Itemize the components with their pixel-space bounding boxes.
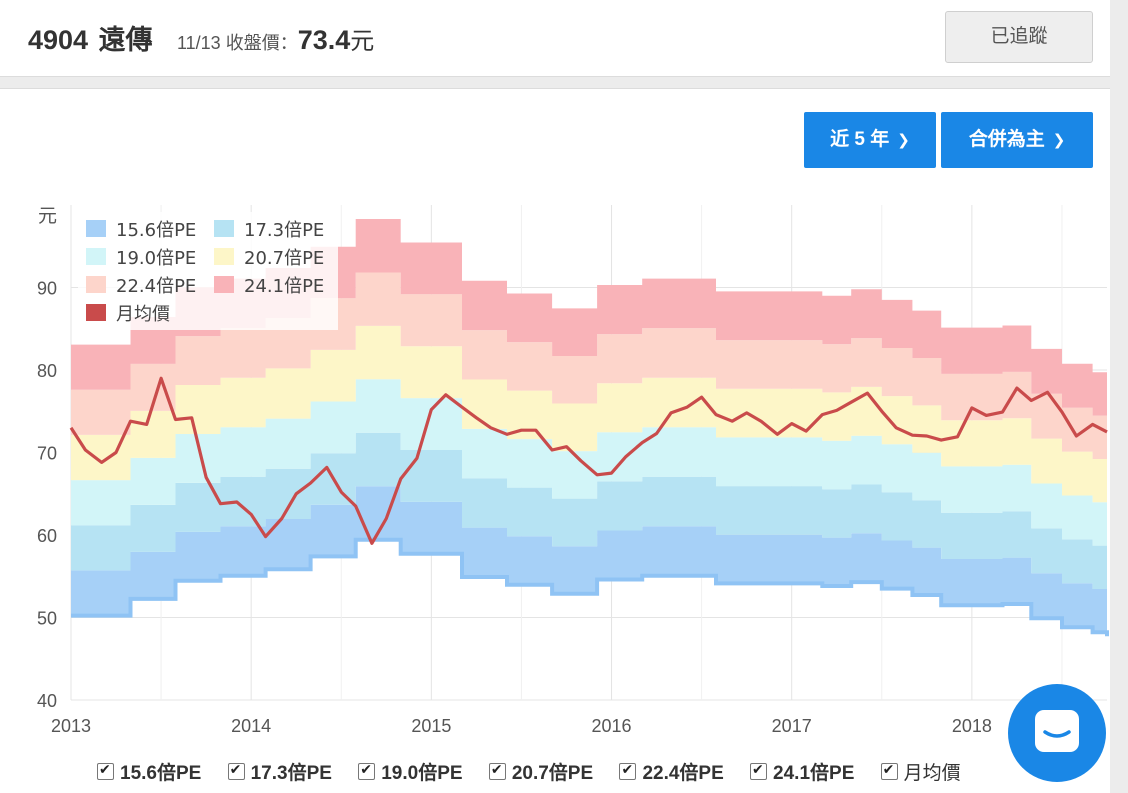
toggle-band-19-0[interactable]: 19.0倍PE [358,758,463,785]
range-dropdown-button[interactable]: 近 5 年 ❯ [804,112,936,168]
checkbox-icon[interactable] [227,761,245,780]
legend-label: 15.6倍PE [116,220,196,241]
x-tick-label: 2014 [231,716,271,736]
stock-header: 4904 遠傳 11/13 收盤價：73.4元 已追蹤 [0,0,1110,77]
checkbox-icon[interactable] [488,761,506,780]
basis-dropdown-button[interactable]: 合併為主 ❯ [941,112,1093,168]
x-tick-label: 2015 [411,716,451,736]
checkbox-icon[interactable] [97,761,114,780]
series-toggle-bar: 15.6倍PE 17.3倍PE 19.0倍PE 20.7倍PE 22.4倍PE … [97,758,982,785]
band-19-0-area [71,379,1107,551]
close-price-value: 73.4 [297,25,351,55]
chat-icon [1035,710,1079,752]
legend-swatch [86,304,106,321]
band-20-7-area [71,325,1107,508]
toggle-label: 17.3倍PE [250,763,332,784]
legend-swatch [86,276,106,293]
legend-label: 20.7倍PE [244,248,324,269]
toggle-label: 19.0倍PE [381,763,463,784]
x-tick-label: 2017 [772,716,812,736]
y-tick-label: 60 [37,526,57,546]
band-15-6-line [71,537,1109,637]
toggle-label: 22.4倍PE [642,763,724,784]
legend-swatch [214,248,234,265]
range-dropdown-label: 近 5 年 [830,129,890,150]
toggle-label: 24.1倍PE [773,763,855,784]
legend-swatch [86,248,106,265]
legend-swatch [86,220,106,237]
toggle-band-20-7[interactable]: 20.7倍PE [488,758,594,785]
x-tick-label: 2016 [591,716,631,736]
toggle-monthly-price[interactable]: 月均價 [880,758,961,785]
y-tick-label: 90 [37,279,57,299]
monthly-price-line [69,376,1108,545]
legend-label: 24.1倍PE [244,276,324,297]
stock-title: 4904 遠傳 11/13 收盤價：73.4元 [28,18,374,57]
x-tick-label: 2018 [952,716,992,736]
y-axis-label: 元 [38,205,57,227]
chevron-down-icon: ❯ [1052,132,1066,149]
checkbox-icon[interactable] [358,761,376,780]
basis-dropdown-label: 合併為主 [968,129,1045,150]
legend-label: 19.0倍PE [116,248,196,269]
stock-code: 4904 [28,25,89,55]
chevron-down-icon: ❯ [897,132,910,149]
checkbox-icon[interactable] [750,761,768,780]
toggle-band-22-4[interactable]: 22.4倍PE [619,758,724,785]
legend-box [78,212,338,330]
x-tick-label: 2013 [51,716,91,736]
toggle-label: 月均價 [903,763,961,784]
y-tick-label: 80 [37,361,57,381]
toggle-band-17-3[interactable]: 17.3倍PE [227,758,332,785]
stock-name: 遠傳 [98,25,153,55]
chat-button[interactable] [1008,684,1106,782]
close-price-unit: 元 [350,28,375,55]
legend-label: 月均價 [116,304,170,325]
checkbox-icon[interactable] [619,761,637,780]
checkbox-icon[interactable] [880,761,898,780]
toggle-label: 20.7倍PE [511,763,594,784]
toggle-band-24-1[interactable]: 24.1倍PE [750,758,854,785]
legend-label: 22.4倍PE [116,276,196,297]
toggle-label: 15.6倍PE [120,763,202,784]
y-tick-label: 50 [37,609,57,629]
legend-swatch [214,276,234,293]
close-price-label: 11/13 收盤價： [176,33,298,53]
y-tick-label: 70 [37,444,57,464]
legend-label: 17.3倍PE [244,220,324,241]
toggle-band-15-6[interactable]: 15.6倍PE [97,758,201,785]
track-button[interactable]: 已追蹤 [945,11,1093,63]
band-15-6-area [71,486,1107,637]
legend-swatch [214,220,234,237]
y-tick-label: 40 [37,691,57,711]
